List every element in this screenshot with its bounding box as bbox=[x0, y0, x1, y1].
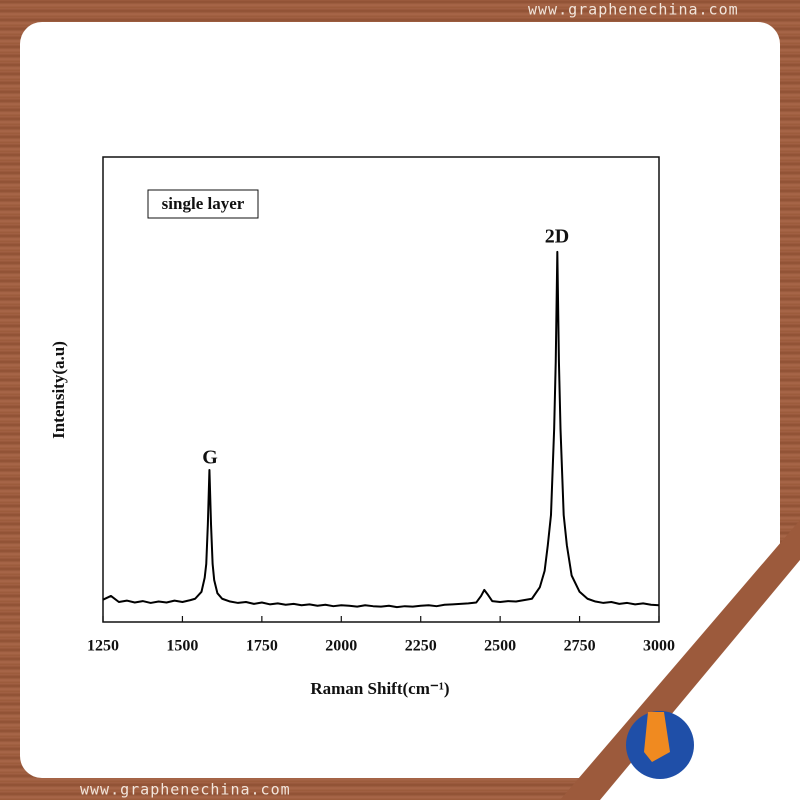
x-tick-label: 2750 bbox=[564, 638, 596, 655]
annotation: G bbox=[202, 447, 218, 469]
white-panel bbox=[20, 22, 780, 778]
y-axis-label: Intensity(a.u) bbox=[49, 341, 68, 439]
x-tick-label: 1500 bbox=[166, 638, 198, 655]
x-tick-label: 1250 bbox=[87, 638, 119, 655]
spectrum-line bbox=[102, 250, 660, 609]
x-tick-label: 2250 bbox=[405, 638, 437, 655]
logo-mark bbox=[644, 712, 670, 762]
annotation: 2D bbox=[545, 226, 569, 248]
annotation: single layer bbox=[162, 194, 245, 213]
x-tick-label: 3000 bbox=[643, 638, 675, 655]
legend-box bbox=[147, 189, 259, 219]
x-axis-label: Raman Shift(cm⁻¹) bbox=[310, 679, 449, 698]
x-tick-label: 2000 bbox=[325, 638, 357, 655]
plot-frame bbox=[102, 156, 660, 623]
watermark: www.graphenechina.com bbox=[528, 1, 739, 19]
watermark: www.graphenechina.com bbox=[80, 781, 291, 799]
x-tick-label: 1750 bbox=[246, 638, 278, 655]
x-tick-label: 2500 bbox=[484, 638, 516, 655]
